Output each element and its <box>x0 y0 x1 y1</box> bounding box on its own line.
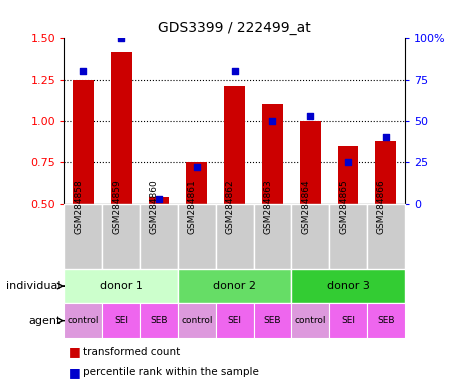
Text: GSM284858: GSM284858 <box>74 179 83 234</box>
Bar <box>329 303 366 338</box>
Bar <box>102 204 140 269</box>
Bar <box>337 146 358 204</box>
Bar <box>178 303 215 338</box>
Bar <box>186 162 207 204</box>
Text: SEB: SEB <box>263 316 280 325</box>
Text: SEB: SEB <box>150 316 168 325</box>
Text: GSM284859: GSM284859 <box>112 179 121 234</box>
Bar <box>178 204 215 269</box>
Point <box>155 195 162 202</box>
Text: control: control <box>181 316 212 325</box>
Bar <box>111 51 131 204</box>
Title: GDS3399 / 222499_at: GDS3399 / 222499_at <box>158 21 310 35</box>
Text: GSM284866: GSM284866 <box>376 179 385 234</box>
Point <box>117 35 124 41</box>
Text: GSM284864: GSM284864 <box>301 179 309 234</box>
Text: ■: ■ <box>68 366 80 379</box>
Bar <box>329 204 366 269</box>
Bar <box>299 121 320 204</box>
Bar <box>253 303 291 338</box>
Text: SEI: SEI <box>114 316 128 325</box>
Point <box>344 159 351 166</box>
Bar <box>291 204 329 269</box>
Bar <box>140 303 178 338</box>
Point <box>193 164 200 170</box>
Text: GSM284865: GSM284865 <box>338 179 347 234</box>
Bar <box>178 269 291 303</box>
Bar <box>148 197 169 204</box>
Text: GSM284860: GSM284860 <box>150 179 159 234</box>
Bar <box>366 303 404 338</box>
Text: individual: individual <box>6 281 61 291</box>
Text: ■: ■ <box>68 345 80 358</box>
Text: GSM284861: GSM284861 <box>187 179 196 234</box>
Text: donor 2: donor 2 <box>213 281 256 291</box>
Bar <box>64 303 102 338</box>
Text: donor 3: donor 3 <box>326 281 369 291</box>
Bar <box>262 104 282 204</box>
Text: GSM284863: GSM284863 <box>263 179 272 234</box>
Bar <box>102 303 140 338</box>
Point <box>306 113 313 119</box>
Bar <box>140 204 178 269</box>
Text: agent: agent <box>28 316 61 326</box>
Bar <box>291 269 404 303</box>
Point <box>268 118 275 124</box>
Bar <box>73 79 94 204</box>
Text: control: control <box>67 316 99 325</box>
Point <box>79 68 87 74</box>
Text: transformed count: transformed count <box>83 347 180 357</box>
Bar <box>291 303 329 338</box>
Bar <box>64 269 178 303</box>
Text: SEI: SEI <box>227 316 241 325</box>
Text: percentile rank within the sample: percentile rank within the sample <box>83 367 258 377</box>
Bar <box>215 303 253 338</box>
Bar <box>224 86 245 204</box>
Bar <box>366 204 404 269</box>
Bar <box>375 141 396 204</box>
Text: SEB: SEB <box>376 316 394 325</box>
Text: donor 1: donor 1 <box>100 281 142 291</box>
Point <box>381 134 389 141</box>
Text: SEI: SEI <box>340 316 354 325</box>
Bar <box>64 204 102 269</box>
Text: control: control <box>294 316 325 325</box>
Bar <box>215 204 253 269</box>
Text: GSM284862: GSM284862 <box>225 179 234 234</box>
Bar <box>253 204 291 269</box>
Point <box>230 68 238 74</box>
